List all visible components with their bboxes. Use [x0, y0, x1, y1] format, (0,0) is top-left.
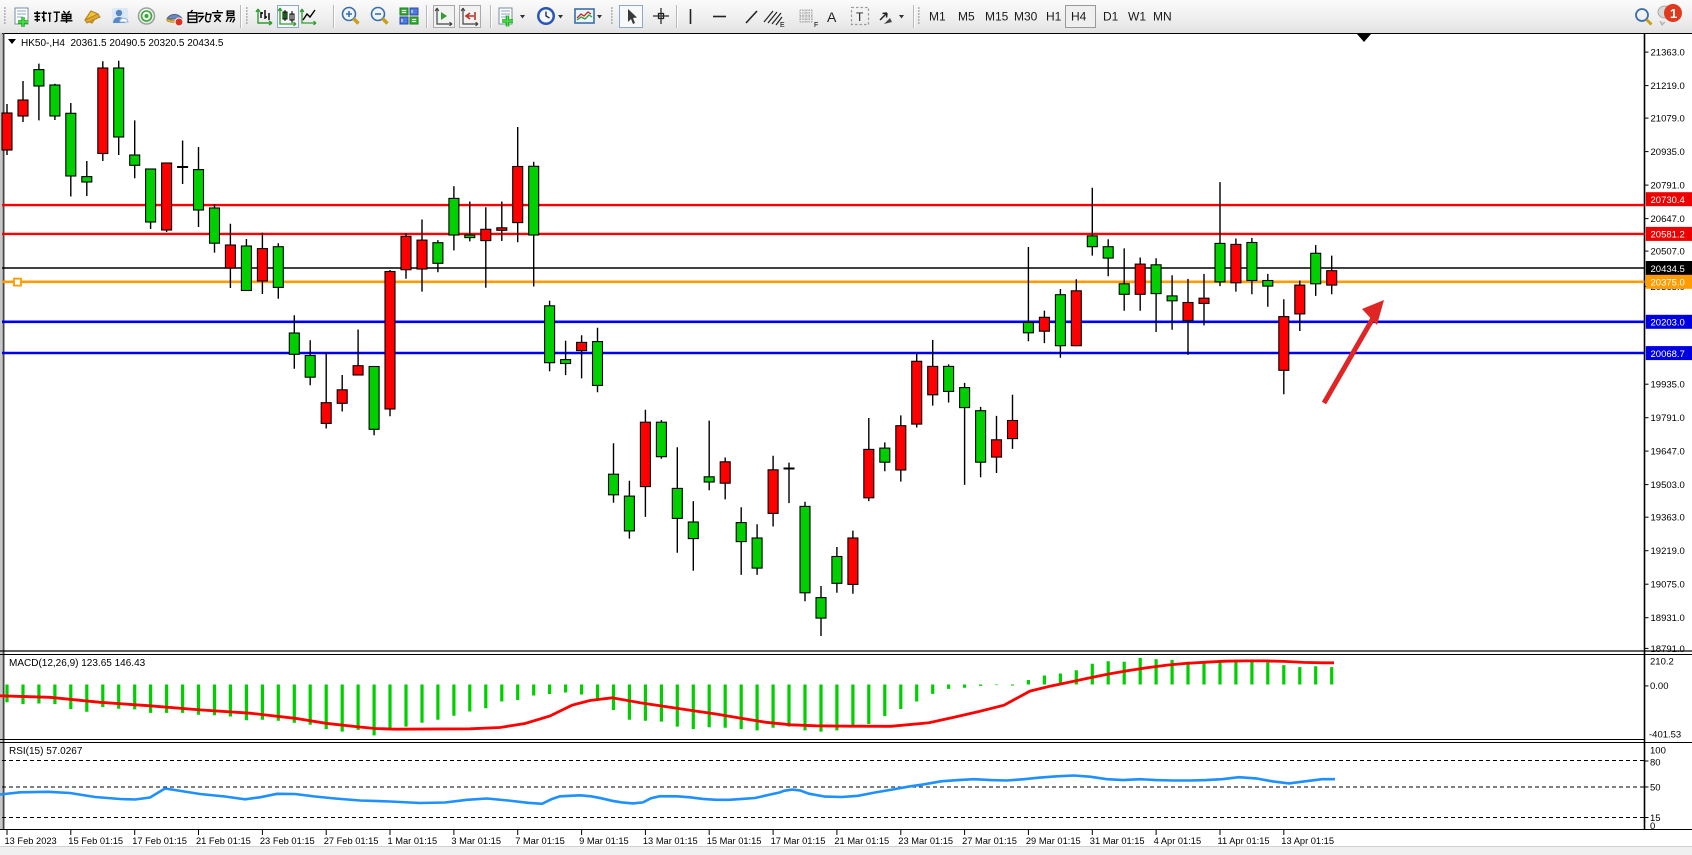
- svg-text:50: 50: [1650, 783, 1661, 794]
- svg-text:15 Mar 01:15: 15 Mar 01:15: [707, 836, 762, 846]
- svg-text:H1: H1: [1046, 10, 1062, 24]
- svg-text:20203.0: 20203.0: [1651, 318, 1685, 329]
- svg-text:0: 0: [1650, 821, 1655, 832]
- svg-text:D1: D1: [1103, 10, 1119, 24]
- svg-text:20730.4: 20730.4: [1651, 195, 1685, 206]
- svg-text:F: F: [814, 22, 818, 29]
- svg-text:20581.2: 20581.2: [1651, 230, 1685, 241]
- svg-text:HK50-,H4 20361.5 20490.5 2032: HK50-,H4 20361.5 20490.5 20320.5 20434.5: [21, 38, 224, 49]
- svg-text:1 Mar 01:15: 1 Mar 01:15: [388, 836, 438, 846]
- svg-text:1: 1: [1670, 6, 1677, 21]
- svg-text:19503.0: 19503.0: [1651, 480, 1685, 491]
- svg-text:100: 100: [1650, 746, 1666, 757]
- svg-text:18791.0: 18791.0: [1651, 644, 1685, 655]
- svg-text:23 Mar 01:15: 23 Mar 01:15: [898, 836, 953, 846]
- svg-text:A: A: [827, 9, 837, 25]
- svg-text:15 Feb 01:15: 15 Feb 01:15: [68, 836, 123, 846]
- svg-text:13 Feb 2023: 13 Feb 2023: [5, 836, 57, 846]
- svg-text:21219.0: 21219.0: [1651, 81, 1685, 92]
- svg-text:T: T: [856, 10, 864, 24]
- svg-text:27 Feb 01:15: 27 Feb 01:15: [324, 836, 379, 846]
- svg-text:27 Mar 01:15: 27 Mar 01:15: [962, 836, 1017, 846]
- svg-text:4 Apr 01:15: 4 Apr 01:15: [1154, 836, 1202, 846]
- svg-text:17 Mar 01:15: 17 Mar 01:15: [771, 836, 826, 846]
- svg-text:19935.0: 19935.0: [1651, 380, 1685, 391]
- svg-text:20791.0: 20791.0: [1651, 181, 1685, 192]
- svg-text:20434.5: 20434.5: [1651, 264, 1685, 275]
- svg-text:11 Apr 01:15: 11 Apr 01:15: [1218, 836, 1270, 846]
- svg-text:7 Mar 01:15: 7 Mar 01:15: [515, 836, 565, 846]
- svg-text:19791.0: 19791.0: [1651, 413, 1685, 424]
- svg-text:M5: M5: [958, 10, 975, 24]
- svg-text:15: 15: [1650, 813, 1661, 824]
- svg-text:H4: H4: [1071, 10, 1087, 24]
- svg-text:RSI(15) 57.0267: RSI(15) 57.0267: [9, 746, 83, 757]
- svg-text:9 Mar 01:15: 9 Mar 01:15: [579, 836, 629, 846]
- svg-text:20507.0: 20507.0: [1651, 247, 1685, 258]
- svg-text:21079.0: 21079.0: [1651, 114, 1685, 125]
- svg-text:21 Mar 01:15: 21 Mar 01:15: [834, 836, 889, 846]
- svg-text:MN: MN: [1153, 10, 1172, 24]
- svg-text:13 Mar 01:15: 13 Mar 01:15: [643, 836, 698, 846]
- svg-text:20935.0: 20935.0: [1651, 147, 1685, 158]
- svg-text:E: E: [780, 22, 785, 29]
- svg-text:20068.7: 20068.7: [1651, 349, 1685, 360]
- svg-text:18931.0: 18931.0: [1651, 613, 1685, 624]
- svg-text:21363.0: 21363.0: [1651, 48, 1685, 59]
- svg-text:20375.0: 20375.0: [1651, 278, 1685, 289]
- svg-text:17 Feb 01:15: 17 Feb 01:15: [132, 836, 187, 846]
- svg-text:M15: M15: [985, 10, 1009, 24]
- svg-text:21 Feb 01:15: 21 Feb 01:15: [196, 836, 251, 846]
- svg-text:80: 80: [1650, 758, 1661, 769]
- svg-text:13 Apr 01:15: 13 Apr 01:15: [1281, 836, 1334, 846]
- svg-text:0.00: 0.00: [1650, 681, 1669, 692]
- svg-text:M1: M1: [929, 10, 946, 24]
- svg-text:19219.0: 19219.0: [1651, 546, 1685, 557]
- svg-text:31 Mar 01:15: 31 Mar 01:15: [1090, 836, 1145, 846]
- svg-text:19647.0: 19647.0: [1651, 447, 1685, 458]
- svg-text:-401.53: -401.53: [1649, 730, 1681, 741]
- svg-text:3 Mar 01:15: 3 Mar 01:15: [451, 836, 501, 846]
- svg-text:W1: W1: [1128, 10, 1146, 24]
- svg-text:MACD(12,26,9) 123.65 146.43: MACD(12,26,9) 123.65 146.43: [9, 658, 146, 669]
- svg-text:19075.0: 19075.0: [1651, 580, 1685, 591]
- svg-text:20647.0: 20647.0: [1651, 214, 1685, 225]
- svg-text:210.2: 210.2: [1650, 657, 1674, 668]
- svg-text:23 Feb 01:15: 23 Feb 01:15: [260, 836, 315, 846]
- svg-text:19363.0: 19363.0: [1651, 513, 1685, 524]
- svg-text:29 Mar 01:15: 29 Mar 01:15: [1026, 836, 1081, 846]
- svg-text:M30: M30: [1014, 10, 1038, 24]
